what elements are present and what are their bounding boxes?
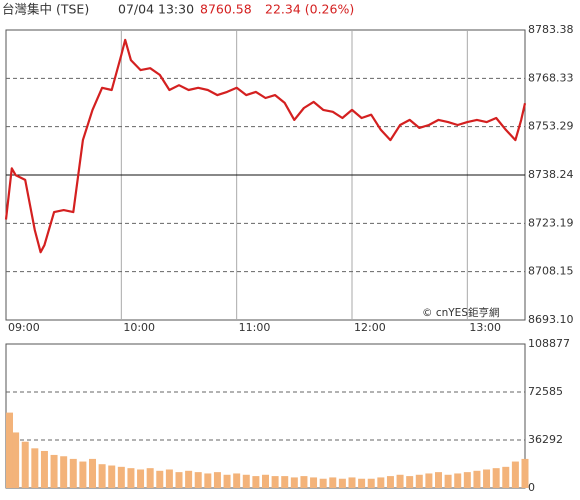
volume-bar <box>40 450 48 488</box>
volume-bar <box>483 469 491 488</box>
x-tick-label: 12:00 <box>354 321 386 334</box>
volume-bar <box>6 412 13 488</box>
volume-bar <box>194 472 202 488</box>
volume-bar <box>319 478 327 488</box>
volume-bar <box>415 474 423 488</box>
volume-bar <box>31 448 39 488</box>
volume-bar <box>262 474 269 488</box>
y-tick-label: 8738.24 <box>528 168 574 181</box>
volume-bar <box>79 461 87 488</box>
volume-bar <box>290 477 298 488</box>
volume-bar <box>108 465 116 488</box>
y-tick-label: 8753.29 <box>528 120 574 133</box>
y-tick-label: 8708.15 <box>528 265 574 278</box>
volume-bar <box>223 474 231 488</box>
volume-bar <box>348 477 356 488</box>
volume-bar <box>165 469 173 488</box>
volume-bar <box>511 461 519 488</box>
volume-bar <box>89 458 96 488</box>
volume-bar <box>463 472 471 488</box>
x-tick-label: 09:00 <box>8 321 40 334</box>
index-name: 台灣集中 (TSE) <box>2 2 89 17</box>
volume-bar <box>454 473 462 488</box>
volume-bar <box>329 477 337 488</box>
volume-bar <box>310 477 318 488</box>
volume-bar <box>377 477 385 488</box>
price: 8760.58 <box>200 2 252 17</box>
volume-bar <box>21 441 29 488</box>
y-tick-label: 8693.10 <box>528 313 574 326</box>
y-tick-label: 8768.33 <box>528 71 574 84</box>
watermark: © cnYES鉅亨網 <box>422 306 499 319</box>
volume-bar <box>367 478 375 488</box>
y-tick-label: 36292 <box>528 433 563 446</box>
volume-bar <box>127 468 135 488</box>
volume-bar <box>98 464 106 488</box>
volume-bar <box>300 476 308 488</box>
y-tick-label: 0 <box>528 481 535 494</box>
change: 22.34 (0.26%) <box>265 2 354 17</box>
x-tick-label: 13:00 <box>469 321 501 334</box>
volume-bar <box>117 466 125 488</box>
volume-bar <box>204 473 212 488</box>
volume-bar <box>69 458 77 488</box>
volume-bar <box>425 473 433 488</box>
volume-bar <box>406 476 414 488</box>
volume-bar <box>146 468 154 488</box>
price-line <box>4 38 527 254</box>
volume-bar <box>502 466 510 488</box>
y-tick-label: 8783.38 <box>528 23 574 36</box>
volume-bar <box>473 470 481 488</box>
volume-bar <box>233 473 241 488</box>
volume-bar <box>444 474 452 488</box>
volume-bar <box>242 474 250 488</box>
volume-bar <box>252 476 260 488</box>
y-tick-label: 72585 <box>528 385 563 398</box>
x-tick-label: 10:00 <box>123 321 155 334</box>
volume-bar <box>521 458 529 488</box>
volume-bar <box>358 478 366 488</box>
y-tick-label: 108877 <box>528 337 570 350</box>
x-tick-label: 11:00 <box>239 321 271 334</box>
volume-bar <box>435 472 442 488</box>
datetime: 07/04 13:30 <box>118 2 194 17</box>
volume-bar <box>281 476 289 488</box>
volume-bar <box>50 454 58 488</box>
volume-bar <box>12 432 20 488</box>
volume-bar <box>396 474 404 488</box>
volume-bar <box>386 476 394 488</box>
volume-bar <box>60 456 68 488</box>
volume-bar <box>271 476 279 488</box>
volume-bar <box>492 468 500 488</box>
volume-bar <box>137 469 145 488</box>
volume-bar <box>156 470 164 488</box>
y-tick-label: 8723.19 <box>528 216 574 229</box>
volume-bar <box>338 478 346 488</box>
volume-bar <box>175 472 183 488</box>
volume-bar <box>185 470 193 488</box>
volume-bar <box>213 472 221 488</box>
